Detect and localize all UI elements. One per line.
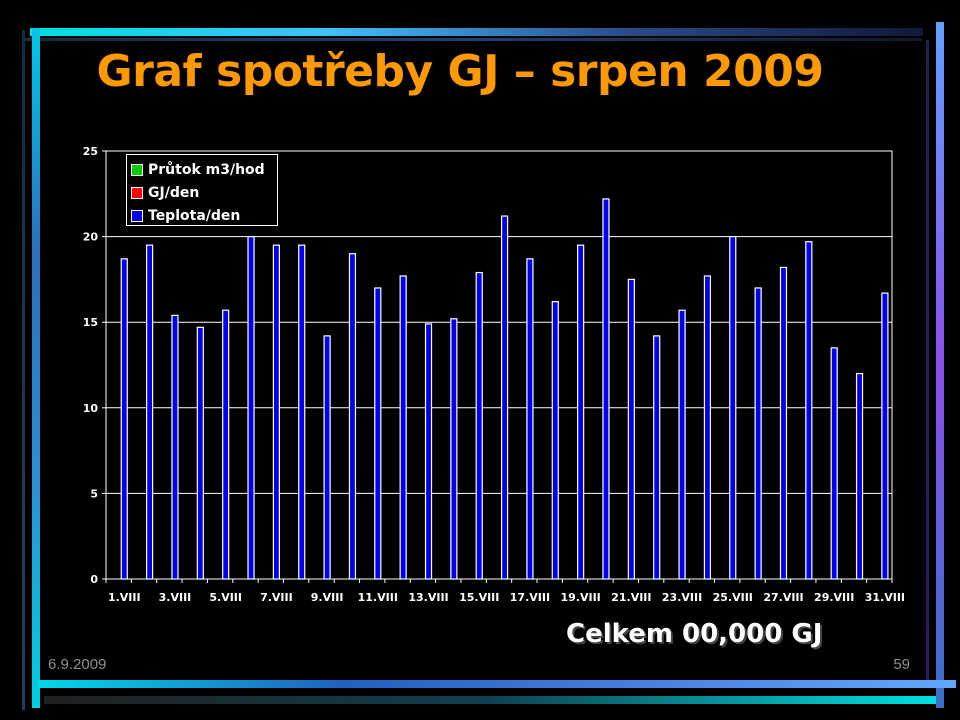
x-tick-label: 29.VIII	[814, 591, 854, 604]
x-tick-label: 9.VIII	[311, 591, 344, 604]
bar-teplota	[779, 266, 788, 580]
bar-teplota	[653, 335, 661, 580]
bar-teplota	[602, 198, 610, 580]
bar-teplota	[450, 318, 458, 580]
bar-teplota	[272, 244, 280, 580]
legend-label-teplota: Teplota/den	[148, 207, 241, 224]
legend-label-prutok: Průtok m3/hod	[148, 161, 265, 178]
bar-teplota	[526, 258, 534, 580]
bar-teplota	[348, 253, 357, 580]
bar-teplota	[678, 309, 686, 580]
chart-legend: Průtok m3/hod GJ/den Teplota/den	[126, 154, 278, 226]
legend-swatch-blue	[131, 209, 143, 222]
bar-teplota	[881, 292, 889, 580]
frame-line-left	[32, 28, 40, 708]
y-tick-label: 15	[83, 316, 98, 329]
bar-teplota	[374, 287, 382, 580]
bar-teplota	[830, 347, 838, 580]
legend-label-gj: GJ/den	[148, 184, 200, 201]
total-consumption: Celkem 00,000 GJ	[566, 619, 823, 649]
bar-teplota	[627, 278, 635, 580]
bar-teplota	[754, 287, 762, 580]
x-tick-label: 31.VIII	[865, 591, 905, 604]
bar-teplota	[196, 326, 204, 580]
frame-line-left-thin	[22, 30, 25, 710]
slide-title: Graf spotřeby GJ – srpen 2009	[96, 46, 824, 97]
legend-swatch-red	[131, 186, 143, 199]
x-tick-label: 23.VIII	[662, 591, 702, 604]
slide-page-number: 59	[893, 656, 910, 673]
bar-teplota	[222, 309, 230, 580]
bar-teplota	[855, 372, 864, 580]
bar-teplota	[500, 215, 509, 580]
legend-item-gj: GJ/den	[131, 181, 277, 204]
bar-teplota	[551, 301, 559, 580]
bar-teplota	[475, 271, 483, 580]
x-tick-label: 25.VIII	[713, 591, 753, 604]
x-tick-label: 15.VIII	[459, 591, 499, 604]
legend-item-teplota: Teplota/den	[131, 204, 277, 227]
y-tick-label: 0	[90, 573, 98, 586]
frame-line-right-thin	[926, 40, 929, 680]
x-tick-label: 17.VIII	[510, 591, 550, 604]
bar-teplota	[703, 275, 712, 580]
legend-item-prutok: Průtok m3/hod	[131, 158, 277, 181]
y-tick-label: 5	[90, 487, 98, 500]
bar-teplota	[805, 241, 813, 580]
frame-line-bottom	[38, 680, 956, 688]
bar-teplota	[729, 236, 737, 580]
frame-line-bottom-low	[44, 696, 936, 704]
x-tick-label: 3.VIII	[159, 591, 192, 604]
frame-line-top	[30, 28, 923, 36]
x-tick-label: 19.VIII	[561, 591, 601, 604]
y-tick-label: 10	[83, 402, 99, 415]
bar-teplota	[171, 314, 179, 580]
bar-teplota	[424, 323, 433, 580]
x-tick-label: 5.VIII	[209, 591, 242, 604]
x-tick-label: 7.VIII	[260, 591, 293, 604]
bar-teplota	[399, 275, 407, 580]
x-tick-label: 27.VIII	[763, 591, 803, 604]
x-tick-label: 1.VIII	[108, 591, 141, 604]
x-tick-label: 11.VIII	[358, 591, 398, 604]
x-tick-label: 13.VIII	[408, 591, 448, 604]
slide-date: 6.9.2009	[48, 656, 107, 673]
y-tick-label: 20	[83, 231, 99, 244]
frame-line-right	[936, 22, 944, 708]
bar-teplota	[120, 258, 128, 580]
bar-teplota	[577, 244, 585, 580]
bar-teplota	[323, 335, 331, 580]
y-tick-label: 25	[83, 145, 98, 158]
bar-teplota	[298, 244, 306, 580]
legend-swatch-green	[131, 163, 143, 176]
bar-teplota	[146, 244, 154, 580]
x-tick-label: 21.VIII	[611, 591, 651, 604]
frame-line-top-thin	[22, 38, 922, 41]
bar-teplota	[247, 236, 255, 580]
